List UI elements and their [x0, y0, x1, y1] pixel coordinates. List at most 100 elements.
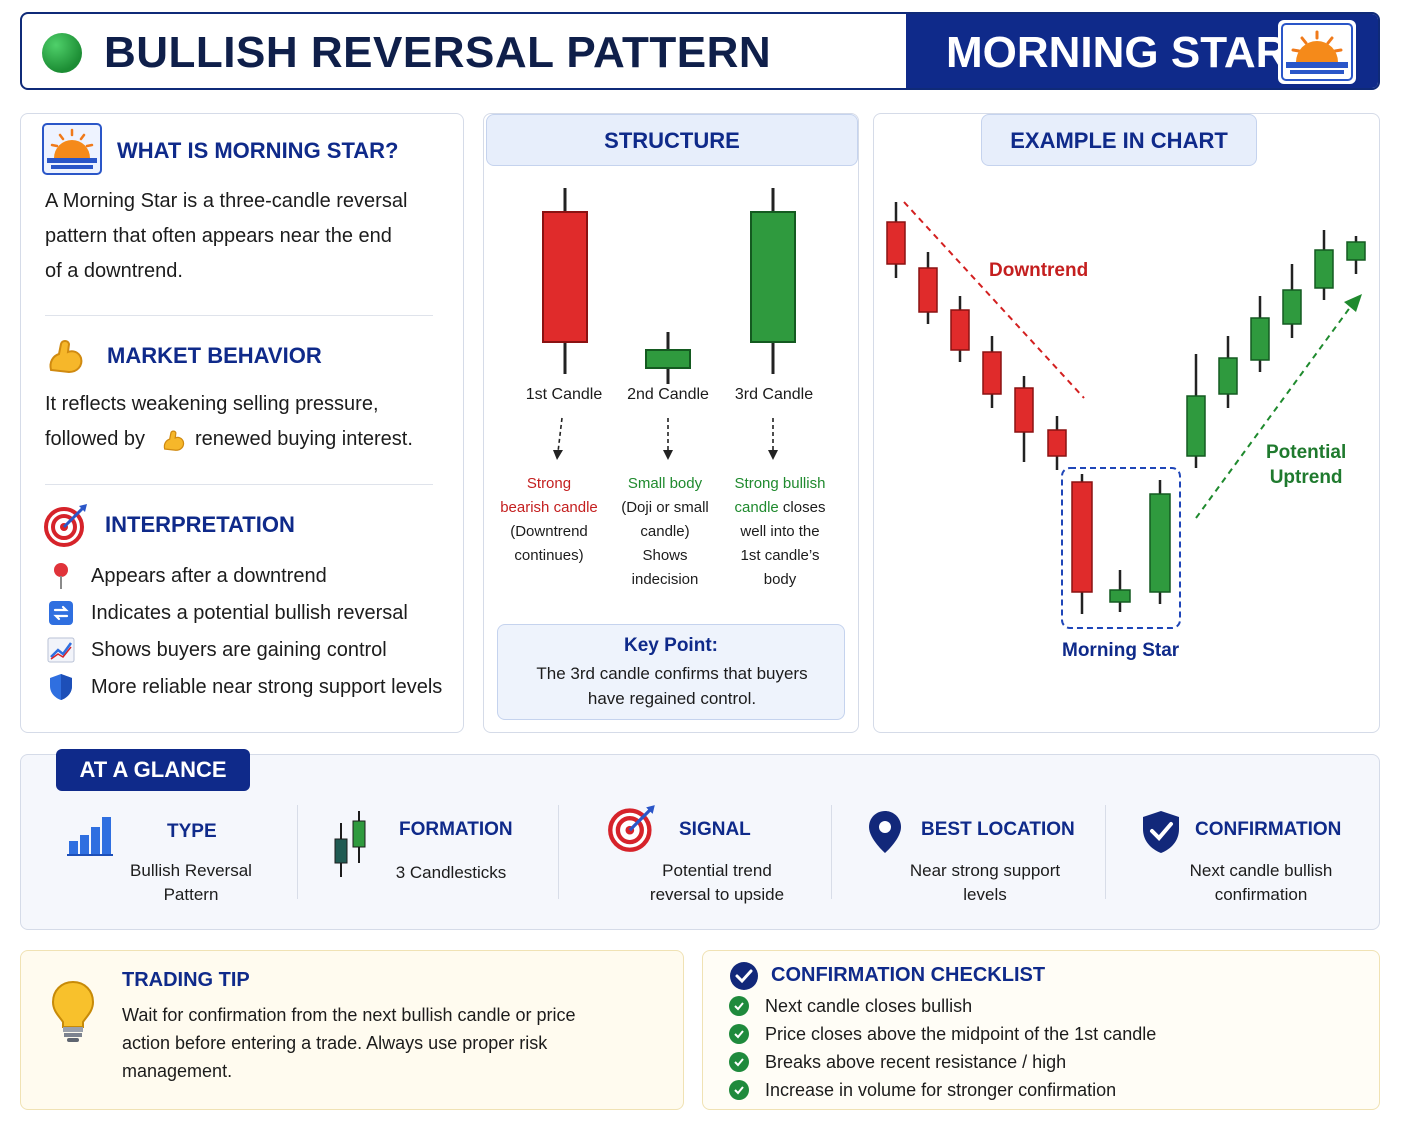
chart-candle-bearish — [1047, 429, 1067, 457]
divider — [297, 805, 298, 899]
candle-2-body — [645, 349, 691, 369]
glance-confirmation-text: Next candle bullish confirmation — [1171, 859, 1351, 907]
checklist-item: Increase in volume for stronger confirma… — [729, 1077, 1116, 1103]
candle-2-desc-line: Shows — [642, 547, 688, 564]
chart-candle-bearish — [886, 221, 906, 265]
candle-3-label: 3rd Candle — [734, 386, 814, 403]
interpretation-item: Appears after a downtrend — [47, 560, 327, 592]
chart-candle-bullish — [1218, 357, 1238, 395]
checklist-item: Next candle closes bullish — [729, 993, 972, 1019]
candle-3-body — [750, 211, 796, 343]
interpretation-text: Appears after a downtrend — [91, 564, 327, 587]
interpretation-text: More reliable near strong support levels — [91, 675, 443, 698]
glance-item-formation: FORMATION 3 Candlesticks — [331, 803, 561, 903]
check-icon — [729, 1052, 749, 1072]
key-point-text: The 3rd candle confirms that buyers have… — [518, 661, 826, 711]
candle-2-desc-line: candle) — [640, 523, 690, 540]
glance-text-line: Near strong support — [909, 861, 1061, 880]
header-banner: BULLISH REVERSAL PATTERN MORNING STAR — [20, 12, 1380, 90]
page-title: BULLISH REVERSAL PATTERN — [104, 28, 772, 77]
structure-candles — [542, 188, 796, 384]
behavior-line-2-start: followed by — [45, 428, 146, 450]
chart-candle-bearish — [918, 267, 938, 313]
flexed-arm-icon — [161, 428, 187, 454]
divider — [831, 805, 832, 899]
example-chart-title: EXAMPLE IN CHART — [981, 114, 1257, 166]
key-point-box: Key Point: The 3rd candle confirms that … — [497, 624, 845, 720]
checklist-text: Increase in volume for stronger confirma… — [765, 1079, 1117, 1100]
what-is-line-2: pattern that often appears near the end — [45, 225, 392, 247]
glance-formation-text: 3 Candlesticks — [371, 861, 531, 885]
candle-1-description: Strong bearish candle (Downtrend continu… — [489, 472, 609, 568]
glance-item-location: BEST LOCATION Near strong support levels — [867, 803, 1087, 904]
candle-1-desc-line: bearish candle — [500, 499, 598, 516]
glance-signal-text: Potential trend reversal to upside — [617, 859, 817, 907]
glance-text-line: Pattern — [163, 885, 219, 904]
header-right: MORNING STAR — [906, 14, 1378, 88]
uptrend-label-line: Potential — [1266, 442, 1347, 463]
uptrend-label-line: Uptrend — [1269, 467, 1343, 488]
glance-type-text: Bullish Reversal Pattern — [111, 859, 271, 907]
glance-item-confirmation: CONFIRMATION Next candle bullish confirm… — [1141, 803, 1371, 904]
interpretation-item: Shows buyers are gaining control — [47, 634, 387, 666]
chart-candle-bullish — [1346, 241, 1366, 261]
tip-line: action before entering a trade. Always u… — [122, 1033, 548, 1053]
checklist-text: Next candle closes bullish — [765, 995, 973, 1016]
checklist-title: CONFIRMATION CHECKLIST — [771, 964, 1046, 986]
ms-candle-small — [1109, 589, 1131, 603]
key-point-line: The 3rd candle confirms that buyers — [536, 664, 808, 683]
morning-star-box — [1061, 467, 1181, 629]
check-icon — [729, 1080, 749, 1100]
divider — [1105, 805, 1106, 899]
downtrend-line — [903, 201, 1085, 399]
candle-3-desc-plain: closes — [782, 499, 826, 516]
candle-2-desc-line: indecision — [631, 571, 699, 588]
chart-candle-bullish — [1186, 395, 1206, 457]
candle-1-label: 1st Candle — [525, 386, 603, 403]
glance-type-title: TYPE — [167, 821, 217, 842]
flexed-arm-icon — [45, 336, 87, 378]
light-bulb-icon — [49, 979, 97, 1050]
bar-chart-icon — [67, 811, 113, 862]
down-arrows — [553, 417, 778, 460]
chart-candle-bullish — [1314, 249, 1334, 289]
pin-icon — [47, 562, 75, 590]
tip-line: management. — [122, 1061, 233, 1081]
candle-2-desc-line: (Doji or small — [621, 499, 709, 516]
divider — [558, 805, 559, 899]
trend-up-icon — [47, 636, 75, 664]
candle-3-desc-line: Strong bullish — [734, 475, 826, 492]
interpretation-text: Shows buyers are gaining control — [91, 638, 387, 661]
glance-item-type: TYPE Bullish Reversal Pattern — [61, 803, 301, 904]
trading-tip-card: TRADING TIP Wait for confirmation from t… — [20, 950, 684, 1110]
checklist-item: Breaks above recent resistance / high — [729, 1049, 1066, 1075]
what-is-line-3: of a downtrend. — [45, 260, 183, 282]
downtrend-label: Downtrend — [989, 260, 1089, 281]
candle-3-desc-line: body — [763, 571, 797, 588]
target-icon — [43, 502, 89, 548]
glance-location-title: BEST LOCATION — [921, 819, 1075, 840]
pattern-name: MORNING STAR — [946, 28, 1288, 77]
chart-candle-bearish — [982, 351, 1002, 395]
ms-candle-bearish — [1071, 481, 1093, 593]
glance-text-line: Bullish Reversal — [130, 861, 252, 880]
structure-title: STRUCTURE — [486, 114, 858, 166]
chart-candle-bullish — [1282, 289, 1302, 325]
header-left: BULLISH REVERSAL PATTERN — [22, 14, 906, 88]
trading-tip-text: Wait for confirmation from the next bull… — [122, 1001, 576, 1085]
checklist-item: Price closes above the midpoint of the 1… — [729, 1021, 1156, 1047]
glance-text-line: Next candle bullish — [1189, 861, 1333, 880]
reversal-icon — [47, 599, 75, 627]
checklist-text: Breaks above recent resistance / high — [765, 1051, 1067, 1072]
glance-signal-title: SIGNAL — [679, 819, 751, 840]
sunrise-icon — [41, 122, 103, 176]
shield-check-icon — [1141, 809, 1181, 860]
market-behavior-title: MARKET BEHAVIOR — [107, 343, 322, 368]
checklist-text: Price closes above the midpoint of the 1… — [765, 1023, 1157, 1044]
location-pin-icon — [867, 809, 903, 860]
candle-2-description: Small body (Doji or small candle) Shows … — [605, 472, 725, 592]
morning-star-label: Morning Star — [1062, 640, 1180, 661]
shield-icon — [47, 673, 75, 701]
candle-3-desc-line-mixed: candle closes — [720, 496, 840, 520]
chart-candle-bearish — [950, 309, 970, 351]
